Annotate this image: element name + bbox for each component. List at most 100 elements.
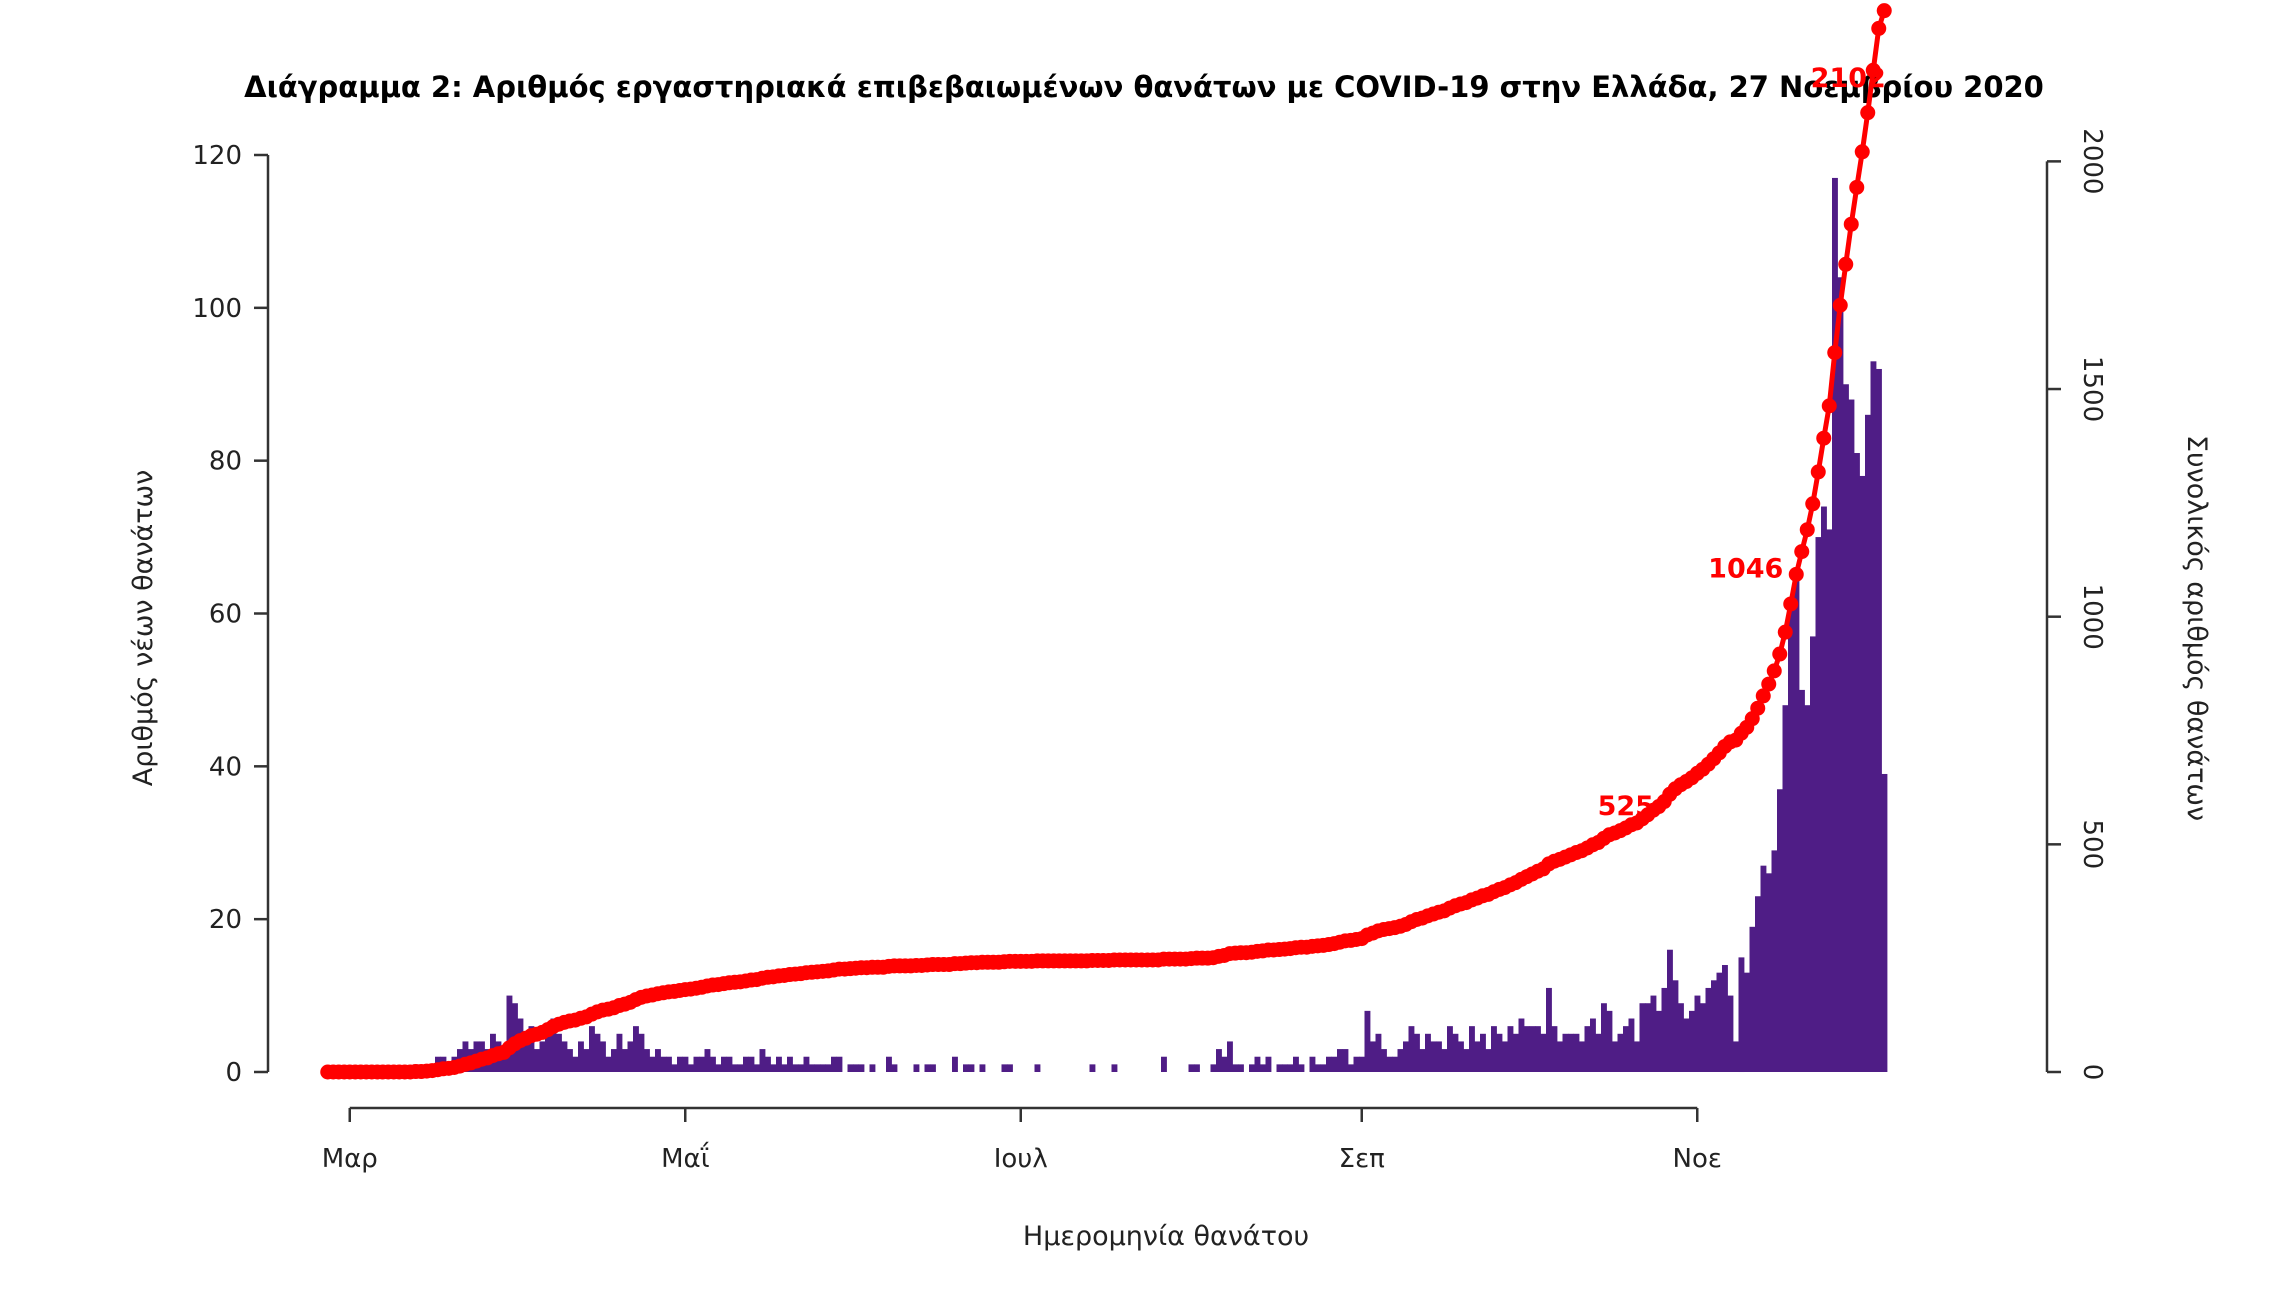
bar bbox=[1452, 1033, 1459, 1072]
bar bbox=[1326, 1056, 1332, 1072]
cumulative-point bbox=[1783, 596, 1799, 612]
bar bbox=[792, 1064, 799, 1072]
cumulative-point bbox=[1849, 179, 1865, 195]
bar bbox=[710, 1056, 716, 1072]
left-tick-label: 100 bbox=[192, 294, 242, 324]
bar bbox=[869, 1064, 876, 1072]
bar bbox=[1529, 1026, 1536, 1072]
bar bbox=[1507, 1026, 1514, 1072]
left-tick-label: 60 bbox=[209, 600, 242, 630]
bar bbox=[1392, 1056, 1398, 1072]
x-tick-label: Μαΐ bbox=[661, 1141, 710, 1174]
bar bbox=[1859, 475, 1866, 1072]
bar bbox=[1678, 1003, 1684, 1072]
bar bbox=[952, 1056, 958, 1072]
bar bbox=[847, 1064, 854, 1072]
bar bbox=[1837, 277, 1844, 1072]
bar bbox=[528, 1026, 535, 1072]
bar bbox=[1694, 995, 1701, 1072]
bar bbox=[589, 1026, 595, 1072]
bar bbox=[622, 1049, 628, 1072]
bar bbox=[1793, 575, 1800, 1072]
cumulative-point bbox=[1788, 566, 1804, 582]
bar bbox=[1606, 1010, 1613, 1072]
left-tick-label: 0 bbox=[225, 1058, 242, 1088]
bar bbox=[1337, 1049, 1343, 1072]
bar bbox=[1821, 506, 1827, 1072]
cumulative-annotation: 2102 bbox=[1811, 63, 1886, 94]
bar bbox=[1210, 1064, 1217, 1072]
bar bbox=[1430, 1041, 1437, 1072]
right-y-axis-title: Συνολικός αριθμός θανάτων bbox=[2181, 435, 2212, 821]
cumulative-annotation: 525 bbox=[1598, 791, 1654, 822]
bar bbox=[765, 1056, 771, 1072]
bar bbox=[776, 1056, 782, 1072]
bar bbox=[545, 1026, 551, 1072]
cumulative-point bbox=[1843, 216, 1859, 232]
bar bbox=[534, 1049, 540, 1072]
bar bbox=[1782, 705, 1789, 1072]
bar bbox=[979, 1064, 986, 1072]
bar bbox=[605, 1056, 612, 1072]
bar bbox=[550, 1018, 557, 1072]
bar bbox=[682, 1056, 689, 1072]
bar bbox=[1260, 1064, 1266, 1072]
cumulative-point bbox=[1854, 144, 1870, 160]
bar bbox=[1815, 537, 1822, 1072]
bar bbox=[814, 1064, 821, 1072]
bar bbox=[1370, 1041, 1376, 1072]
bar bbox=[1749, 926, 1756, 1072]
bar bbox=[825, 1064, 832, 1072]
bar bbox=[924, 1064, 931, 1072]
bar bbox=[1634, 1041, 1640, 1072]
bar bbox=[1848, 399, 1855, 1072]
bar bbox=[1689, 1010, 1695, 1072]
bar bbox=[1458, 1041, 1464, 1072]
cumulative-point bbox=[1805, 496, 1821, 512]
bar bbox=[1832, 177, 1838, 1072]
bar bbox=[743, 1056, 749, 1072]
bar bbox=[1397, 1049, 1404, 1072]
right-y-axis: 0 500 1000 1500 2000 bbox=[2045, 128, 2107, 1081]
bar-series-new-deaths bbox=[413, 177, 1888, 1073]
bar bbox=[1232, 1064, 1239, 1072]
bar bbox=[1738, 957, 1745, 1073]
bar bbox=[1733, 1041, 1739, 1072]
cumulative-point bbox=[1865, 62, 1881, 78]
right-tick-label: 1500 bbox=[2077, 356, 2107, 422]
cumulative-point bbox=[1816, 430, 1832, 446]
bar bbox=[539, 1041, 546, 1072]
bar bbox=[1540, 1033, 1547, 1072]
bar bbox=[1584, 1026, 1591, 1072]
bar bbox=[501, 1049, 507, 1072]
right-tick-label: 0 bbox=[2077, 1064, 2107, 1081]
left-tick-label: 40 bbox=[209, 752, 242, 782]
bar bbox=[1496, 1033, 1503, 1072]
bar bbox=[930, 1064, 936, 1072]
bar bbox=[891, 1064, 898, 1072]
cumulative-point bbox=[1876, 3, 1892, 19]
left-y-axis: 0 20 40 60 80 100 120 bbox=[192, 141, 270, 1088]
bar bbox=[1617, 1033, 1624, 1072]
bar bbox=[1089, 1064, 1096, 1072]
x-tick-label: Μαρ bbox=[322, 1144, 378, 1174]
bar bbox=[1502, 1041, 1508, 1072]
cumulative-point bbox=[1838, 256, 1854, 272]
bar bbox=[699, 1056, 705, 1072]
cumulative-point bbox=[1761, 676, 1777, 692]
bar bbox=[633, 1026, 639, 1072]
cumulative-point bbox=[1794, 544, 1810, 560]
bar bbox=[1672, 980, 1679, 1072]
bar bbox=[583, 1049, 590, 1072]
bar bbox=[1216, 1049, 1222, 1072]
bar bbox=[1799, 689, 1805, 1072]
x-axis-title: Ημερομηνία θανάτου bbox=[1023, 1221, 1309, 1252]
bar bbox=[1623, 1026, 1629, 1072]
cumulative-point bbox=[1777, 624, 1793, 640]
bar bbox=[1771, 850, 1778, 1072]
x-axis: Μαρ Μαΐ Ιουλ Σεπ Νοε bbox=[322, 1106, 1722, 1174]
bar bbox=[963, 1064, 969, 1072]
bar bbox=[1513, 1033, 1519, 1072]
bar bbox=[1276, 1064, 1283, 1072]
bar bbox=[1480, 1033, 1486, 1072]
